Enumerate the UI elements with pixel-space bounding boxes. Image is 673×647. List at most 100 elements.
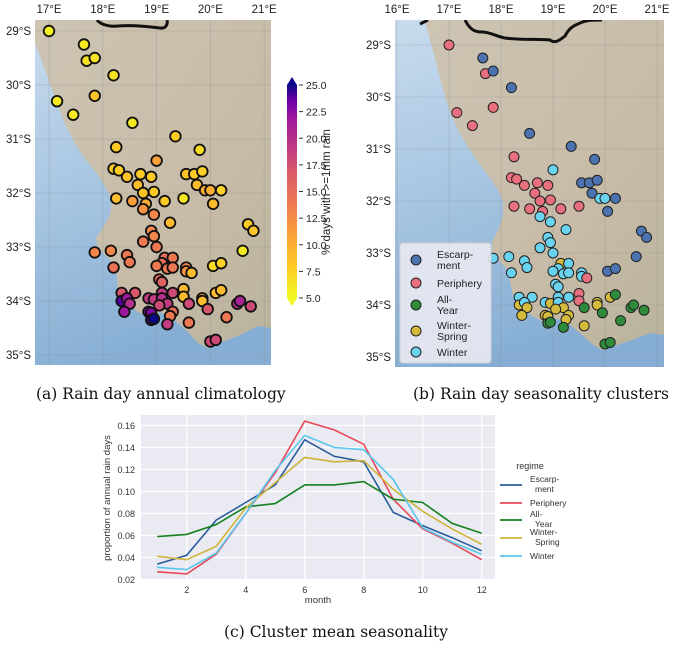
station-marker <box>127 196 138 207</box>
y-tick-label: 0.02 <box>117 575 135 585</box>
station-marker <box>535 243 545 253</box>
lat-tick-label: 29°S <box>6 26 31 38</box>
chart-legend: Escarp-ment PeripheryAll-YearWinter-Sprin… <box>500 474 567 561</box>
x-tick-label: 8 <box>361 585 366 595</box>
station-marker <box>488 102 498 112</box>
station-marker <box>108 262 119 273</box>
station-marker <box>184 317 195 328</box>
station-marker <box>525 204 535 214</box>
station-marker <box>444 40 454 50</box>
station-marker <box>149 314 160 325</box>
y-axis-label: proportion of annual rain days <box>102 435 113 561</box>
station-marker <box>194 145 205 156</box>
station-marker <box>221 312 232 323</box>
station-marker <box>124 257 135 268</box>
station-marker <box>89 53 100 64</box>
colorbar-arrow-top <box>287 77 297 85</box>
legend-marker <box>411 300 421 310</box>
station-marker <box>151 242 162 253</box>
lon-tick-label: 16°E <box>384 4 409 16</box>
y-tick-label: 0.16 <box>117 421 135 431</box>
lat-tick-label: 31°S <box>366 144 391 156</box>
line-chart-seasonality: 0.020.040.060.080.100.120.140.16 2 4 6 8 10 1… <box>0 405 673 617</box>
station-marker <box>545 238 555 248</box>
legend-label: Year <box>437 305 459 317</box>
station-marker <box>216 285 227 296</box>
station-marker <box>138 188 149 199</box>
station-marker <box>548 266 558 276</box>
station-marker <box>159 196 170 207</box>
caption-a: (a) Rain day annual climatology <box>36 385 286 403</box>
y-tick-label: 0.04 <box>117 553 135 563</box>
station-marker <box>582 273 592 283</box>
station-marker <box>616 316 626 326</box>
station-marker <box>629 300 639 310</box>
colorbar-arrow-bottom <box>287 298 297 306</box>
legend-title: regime <box>516 461 544 471</box>
station-marker <box>167 262 178 273</box>
station-marker <box>122 172 133 183</box>
station-marker <box>68 109 79 120</box>
lat-tick-label: 34°S <box>366 300 391 312</box>
station-marker <box>556 204 566 214</box>
station-marker <box>509 201 519 211</box>
station-marker <box>106 245 117 256</box>
station-marker <box>522 263 532 273</box>
legend-label: Winter <box>530 551 555 561</box>
colorbar-tick-label: 22.5 <box>306 107 327 119</box>
map-rain-day-climatology: 17°E 18°E 19°E 20°E 21°E 29°S 30°S 31°S 32°S 33°… <box>0 0 340 375</box>
station-marker <box>162 319 173 330</box>
station-marker <box>202 304 213 315</box>
station-marker <box>178 193 189 204</box>
map-seasonality-clusters: 16°E 17°E 18°E 19°E 20°E 21°E 29°S30°S31°S32°… <box>340 0 673 375</box>
station-marker <box>138 204 149 215</box>
station-marker <box>488 66 498 76</box>
station-marker <box>532 178 542 188</box>
station-marker <box>146 172 157 183</box>
station-marker <box>52 96 63 107</box>
legend-label: All- <box>530 509 542 519</box>
y-tick-label: 0.12 <box>117 465 135 475</box>
y-tick-label: 0.10 <box>117 487 135 497</box>
station-marker <box>216 185 227 196</box>
station-marker <box>506 83 516 93</box>
lon-tick-label: 17°E <box>36 4 61 16</box>
legend-label: ment <box>535 484 555 494</box>
station-marker <box>216 258 227 269</box>
y-tick-label: 0.08 <box>117 509 135 519</box>
station-marker <box>149 231 160 242</box>
legend-label: ment <box>437 260 460 272</box>
station-marker <box>579 303 589 313</box>
x-tick-label: 4 <box>243 585 248 595</box>
lat-tick-label: 34°S <box>6 296 31 308</box>
x-tick-label: 12 <box>477 585 487 595</box>
station-marker <box>108 70 119 81</box>
station-marker <box>574 201 584 211</box>
lat-tick-label: 35°S <box>366 352 391 364</box>
station-marker <box>237 245 248 256</box>
station-marker <box>548 248 558 258</box>
lon-tick-label: 18°E <box>488 4 513 16</box>
station-marker <box>545 217 555 227</box>
station-marker <box>504 252 514 262</box>
station-marker <box>543 180 553 190</box>
lat-tick-label: 31°S <box>6 134 31 146</box>
station-marker <box>138 236 149 247</box>
legend-label: Periphery <box>437 278 483 290</box>
station-marker <box>566 141 576 151</box>
x-tick-label: 2 <box>184 585 189 595</box>
cluster-legend: Escarp-mentPeripheryAll-YearWinter-Sprin… <box>400 243 491 363</box>
x-axis-label: month <box>305 595 331 606</box>
station-marker <box>564 258 574 268</box>
lon-tick-label: 18°E <box>90 4 115 16</box>
lat-tick-label: 35°S <box>6 350 31 362</box>
station-marker <box>548 165 558 175</box>
lon-tick-label: 19°E <box>144 4 169 16</box>
station-marker <box>545 195 555 205</box>
station-marker <box>170 131 181 142</box>
lon-tick-label: 17°E <box>436 4 461 16</box>
station-marker <box>610 264 620 274</box>
station-marker <box>564 292 574 302</box>
station-marker <box>525 128 535 138</box>
station-marker <box>79 39 90 50</box>
